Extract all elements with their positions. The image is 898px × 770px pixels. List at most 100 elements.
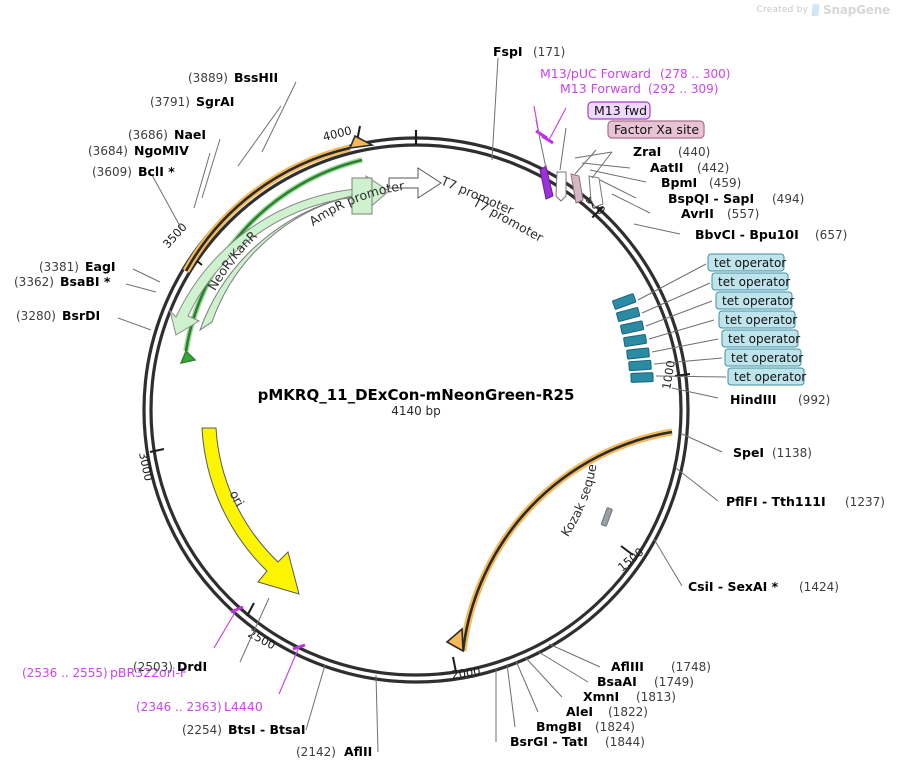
- site-name: EagI: [85, 259, 116, 274]
- tet-operator-markers: [612, 263, 727, 383]
- snapgene-watermark: Created by SnapGene: [757, 3, 891, 17]
- tick-label: 3500: [160, 220, 190, 251]
- boxed-feature-factor-xa-site[interactable]: Factor Xa site: [607, 120, 705, 139]
- site-position: (1424): [799, 580, 839, 594]
- restriction-site: PflFI - Tth111I (1237): [726, 494, 885, 509]
- site-position: (1749): [654, 675, 694, 689]
- restriction-site: CsiI - SexAI * (1424): [688, 579, 839, 594]
- restriction-site: AleI (1822): [566, 704, 648, 719]
- restriction-site: (3684) NgoMIV: [88, 143, 189, 158]
- site-position: (459): [709, 176, 741, 190]
- plasmid-name: pMKRQ_11_DExCon-mNeonGreen-R25: [258, 386, 575, 404]
- site-name: SgrAI: [196, 94, 234, 109]
- site-position: (992): [798, 393, 830, 407]
- snapgene-logo-icon: [811, 4, 820, 16]
- feature-ori[interactable]: ori: [201, 427, 300, 595]
- site-position: (3609): [92, 165, 132, 179]
- restriction-site: BsrGI - TatI (1844): [510, 734, 645, 749]
- primer-label: M13 Forward (292 .. 309): [560, 81, 718, 96]
- restriction-site: BpmI (459): [661, 175, 741, 190]
- site-position: (3381): [39, 260, 79, 274]
- site-position: (3791): [150, 95, 190, 109]
- primer-range: (2536 .. 2555): [22, 666, 108, 680]
- site-name: HindIII: [730, 392, 777, 407]
- restriction-site: (2503) DrdI: [133, 659, 207, 674]
- watermark-brand: SnapGene: [823, 3, 890, 17]
- site-name: FspI: [493, 44, 523, 59]
- restriction-site: BmgBI (1824): [536, 719, 635, 734]
- tet-operator-label: tet operator: [727, 367, 806, 386]
- tet-operator-text: tet operator: [718, 275, 790, 289]
- orange-feature-arcs: [182, 134, 673, 653]
- site-name: BmgBI: [536, 719, 582, 734]
- tick-2000: 2000: [450, 656, 481, 682]
- feature-cluster-t7[interactable]: T7 promoter T7 promoter: [438, 119, 613, 253]
- site-position: (440): [678, 145, 710, 159]
- site-name: BbvCI - Bpu10I: [695, 227, 799, 242]
- restriction-site: (3381) EagI: [39, 259, 116, 274]
- primer-range: (2346 .. 2363): [136, 700, 222, 714]
- tet-operator-text: tet operator: [722, 294, 794, 308]
- tet-operator-label: tet operator: [721, 329, 800, 348]
- site-name: BsrGI - TatI: [510, 734, 588, 749]
- site-position: (2254): [182, 723, 222, 737]
- site-position: (657): [815, 228, 847, 242]
- restriction-site: XmnI (1813): [583, 689, 676, 704]
- tet-operator-text: tet operator: [728, 332, 800, 346]
- primer-label: (2346 .. 2363) L4440: [136, 699, 263, 714]
- tet-operator-text: tet operator: [734, 370, 806, 384]
- restriction-site: HindIII (992): [730, 392, 830, 407]
- tet-operator-label: tet operator: [707, 253, 786, 272]
- site-name: DrdI: [177, 659, 207, 674]
- restriction-site: (3609) BclI *: [92, 164, 175, 179]
- primer-name: M13/pUC Forward: [540, 66, 651, 81]
- site-name: AflII: [344, 744, 372, 759]
- site-name: BsaBI *: [60, 274, 111, 289]
- tick-2500: 2500: [246, 602, 278, 652]
- primer-labels: M13/pUC Forward (278 .. 300) M13 Forward…: [22, 66, 730, 714]
- primer-name: pBR322ori-F: [110, 665, 187, 680]
- restriction-site: (3889) BssHII: [188, 70, 278, 85]
- primer-markers: [213, 105, 567, 695]
- site-position: (1844): [605, 735, 645, 749]
- site-name: SpeI: [733, 445, 764, 460]
- site-name: PflFI - Tth111I: [726, 494, 826, 509]
- site-name: AleI: [566, 704, 593, 719]
- restriction-site: BspQI - SapI (494): [668, 191, 804, 206]
- site-position: (3889): [188, 71, 228, 85]
- restriction-site: (3362) BsaBI *: [14, 274, 111, 289]
- tet-operator-text: tet operator: [714, 256, 786, 270]
- site-name: ZraI: [633, 144, 661, 159]
- restriction-site: (2254) BtsI - BtsaI: [182, 722, 306, 737]
- site-position: (494): [772, 192, 804, 206]
- site-name: AvrII: [681, 206, 714, 221]
- site-name: NaeI: [174, 127, 206, 142]
- site-position: (1813): [636, 690, 676, 704]
- tet-operator-text: tet operator: [725, 313, 797, 327]
- tick-label: 4000: [321, 123, 353, 144]
- restriction-site: AvrII (557): [681, 206, 759, 221]
- site-position: (3684): [88, 144, 128, 158]
- site-name: CsiI - SexAI *: [688, 579, 779, 594]
- site-name: BsaAI: [597, 674, 637, 689]
- restriction-site: AflIII (1748): [611, 659, 711, 674]
- plasmid-length: 4140 bp: [391, 404, 441, 418]
- site-name: BclI *: [138, 164, 175, 179]
- site-position: (1822): [608, 705, 648, 719]
- tick-label: 1000: [659, 359, 678, 390]
- site-position: (1237): [845, 495, 885, 509]
- primer-range: (278 .. 300): [660, 67, 730, 81]
- tet-operator-label: tet operator: [718, 310, 797, 329]
- restriction-site: (3791) SgrAI: [150, 94, 234, 109]
- site-name: BssHII: [234, 70, 278, 85]
- feature-label-ori: ori: [227, 488, 248, 509]
- site-name: AatII: [650, 160, 683, 175]
- site-position: (2142): [296, 745, 336, 759]
- primer-name: L4440: [224, 699, 263, 714]
- site-leader-lines: [117, 57, 723, 753]
- boxed-feature-label: M13 fwd: [594, 103, 647, 118]
- boxed-feature-m13-fwd[interactable]: M13 fwd: [587, 101, 651, 120]
- restriction-site: ZraI (440): [633, 144, 710, 159]
